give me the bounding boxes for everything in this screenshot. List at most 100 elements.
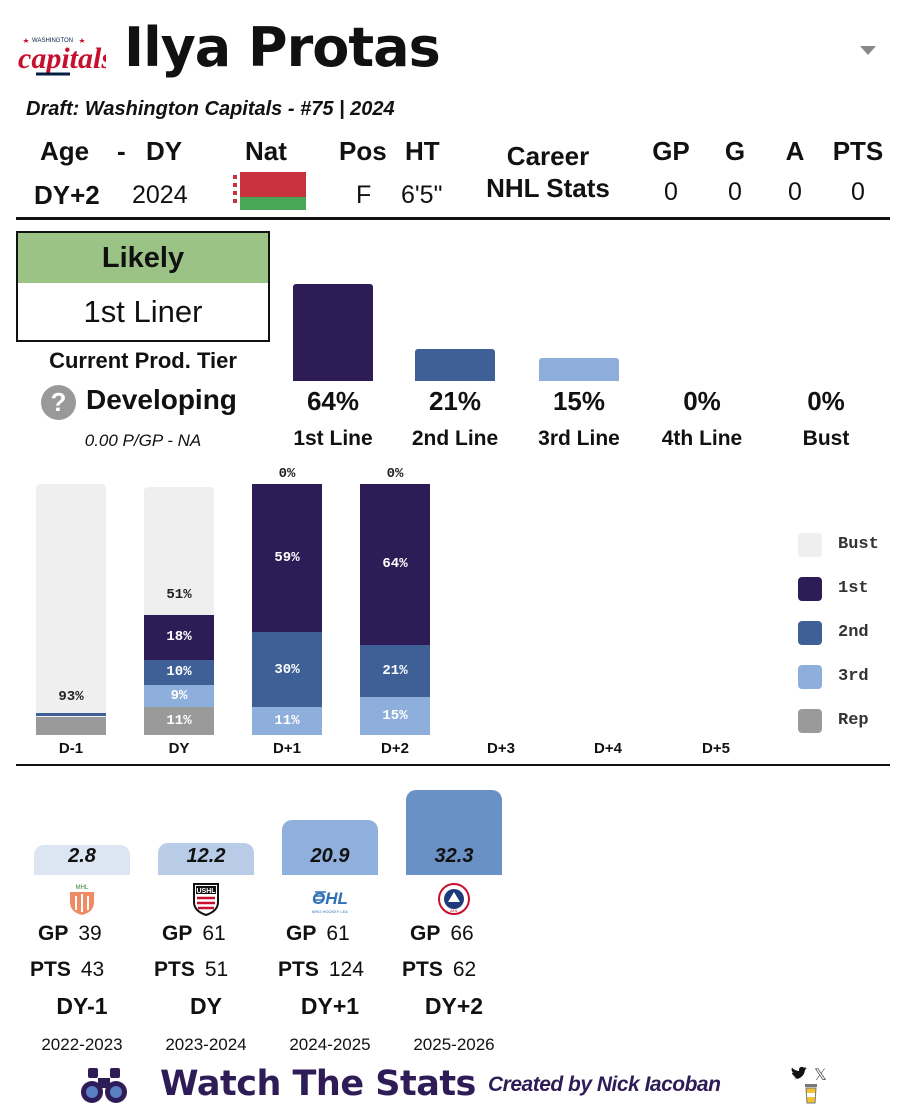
gp-key: GP bbox=[162, 922, 193, 945]
tier-pct-2: 21% bbox=[428, 386, 482, 416]
career-gp-value: 0 bbox=[664, 178, 678, 206]
current-tier-label: Current Prod. Tier bbox=[49, 348, 237, 373]
tier-bar-3 bbox=[539, 358, 619, 381]
tier-pct-4: 0% bbox=[683, 386, 721, 416]
career-a-value: 0 bbox=[788, 178, 802, 206]
coffee-icon[interactable] bbox=[804, 1084, 818, 1104]
twitter-icon[interactable] bbox=[790, 1066, 808, 1082]
stack-xlabel-d+3: D+3 bbox=[487, 740, 515, 757]
tier-pct-5: 0% bbox=[807, 386, 845, 416]
current-tier-value: Developing bbox=[86, 384, 237, 415]
pts-key: PTS bbox=[30, 958, 71, 981]
gp-value: 66 bbox=[450, 922, 474, 945]
dy-header: DY bbox=[146, 136, 183, 166]
season-gp-dy+2: GP 66 bbox=[410, 922, 510, 946]
stack-xlabel-dy: DY bbox=[168, 740, 190, 757]
legend-swatch-3rd bbox=[798, 665, 822, 689]
tier-bar-2 bbox=[415, 349, 495, 381]
production-value-dy-1: 2.8 bbox=[68, 845, 96, 867]
stack-xlabel-d-1: D-1 bbox=[58, 740, 84, 757]
question-icon[interactable]: ? bbox=[41, 385, 76, 420]
mhl-logo-icon: MHL bbox=[64, 882, 100, 916]
caret-down-icon[interactable] bbox=[860, 46, 876, 55]
stack-label-1st-d+2: 64% bbox=[382, 556, 408, 573]
season-pts-dy+1: PTS 124 bbox=[278, 958, 388, 982]
tier-label-5: Bust bbox=[802, 427, 850, 450]
season-pts-dy-1: PTS 43 bbox=[30, 958, 140, 982]
gp-key: GP bbox=[410, 922, 441, 945]
legend-swatch-bust bbox=[798, 533, 822, 557]
ppgp-value: 0.00 P/GP - NA bbox=[84, 431, 202, 450]
svg-text:WASHINGTON: WASHINGTON bbox=[32, 38, 73, 44]
season-gp-dy-1: GP 39 bbox=[38, 922, 138, 946]
stack-label-rep-dy: 11% bbox=[166, 713, 192, 730]
projected-outcome: 1st Liner bbox=[83, 294, 203, 329]
career-g-header: G bbox=[724, 136, 746, 166]
legend-label-3rd: 3rd bbox=[838, 667, 869, 686]
binoculars-icon bbox=[80, 1064, 128, 1106]
stack-xlabel-d+4: D+4 bbox=[594, 740, 622, 757]
ht-header: HT bbox=[405, 136, 440, 166]
pts-key: PTS bbox=[154, 958, 195, 981]
stack-marker-d-1 bbox=[36, 713, 106, 717]
stack-seg-1st-dy bbox=[144, 614, 214, 660]
x-icon[interactable]: 𝕏 bbox=[814, 1067, 827, 1084]
player-name: Ilya Protas bbox=[124, 16, 441, 79]
stack-seg-2nd-d+2 bbox=[360, 644, 430, 698]
legend-label-rep: Rep bbox=[838, 711, 869, 730]
ht-value: 6'5" bbox=[401, 181, 443, 209]
stack-label-1st-d+1: 59% bbox=[274, 550, 300, 567]
career-pts-header: PTS bbox=[832, 136, 884, 166]
career-pts-value: 0 bbox=[851, 178, 865, 206]
production-value-dy: 12.2 bbox=[186, 845, 226, 867]
tier-label-1: 1st Line bbox=[293, 427, 373, 450]
svg-text:MHL: MHL bbox=[76, 885, 89, 891]
draft-line: Draft: Washington Capitals - #75 | 2024 bbox=[26, 98, 395, 120]
season-pts-dy: PTS 51 bbox=[154, 958, 264, 982]
stack-seg-2nd-dy bbox=[144, 659, 214, 685]
svg-text:AHL: AHL bbox=[450, 908, 459, 913]
projection-box: Likely 1st Liner bbox=[16, 231, 270, 342]
pts-key: PTS bbox=[402, 958, 443, 981]
gp-value: 61 bbox=[326, 922, 350, 945]
season-label-dy: DY bbox=[190, 993, 222, 1019]
stack-label-bust-d-1: 93% bbox=[58, 689, 84, 706]
creator-credit: Created by Nick Iacoban bbox=[488, 1073, 721, 1096]
stack-label-bust-dy: 51% bbox=[166, 586, 192, 603]
team-logo: capitals WASHINGTON bbox=[14, 30, 113, 82]
production-bar-dy bbox=[158, 843, 254, 875]
production-value-dy+1: 20.9 bbox=[310, 845, 350, 867]
pts-value: 124 bbox=[328, 958, 364, 981]
dy-value: 2024 bbox=[132, 181, 188, 209]
age-value: DY+2 bbox=[34, 180, 100, 210]
svg-text:OHL: OHL bbox=[312, 889, 348, 908]
header-divider bbox=[16, 217, 890, 220]
legend-label-bust: Bust bbox=[838, 535, 879, 554]
legend-label-2nd: 2nd bbox=[838, 623, 869, 642]
pts-value: 62 bbox=[452, 958, 477, 981]
stack-seg-2nd-d+1 bbox=[252, 632, 322, 708]
pos-value: F bbox=[356, 181, 372, 209]
stack-seg-1st-d+2 bbox=[360, 484, 430, 645]
pts-key: PTS bbox=[278, 958, 319, 981]
season-years-dy+2: 2025-2026 bbox=[413, 1035, 495, 1054]
pos-header: Pos bbox=[339, 136, 387, 166]
age-header: Age bbox=[40, 136, 90, 166]
pts-value: 51 bbox=[204, 958, 229, 981]
season-years-dy-1: 2022-2023 bbox=[41, 1035, 123, 1054]
season-label-dy+1: DY+1 bbox=[300, 993, 360, 1019]
season-years-dy: 2023-2024 bbox=[165, 1035, 247, 1054]
belarus-flag-icon bbox=[230, 172, 306, 210]
legend-swatch-1st bbox=[798, 577, 822, 601]
career-a-header: A bbox=[785, 136, 805, 166]
stack-xlabel-d+5: D+5 bbox=[702, 740, 730, 757]
stack-label-bust-d+1: 0% bbox=[278, 466, 296, 482]
pts-value: 43 bbox=[80, 958, 105, 981]
stack-label-3rd-dy: 9% bbox=[170, 688, 188, 705]
legend-label-1st: 1st bbox=[838, 579, 869, 598]
svg-text:capitals: capitals bbox=[18, 42, 106, 75]
nat-header: Nat bbox=[245, 136, 287, 166]
stack-label-3rd-d+1: 11% bbox=[274, 713, 300, 730]
stack-xlabel-d+2: D+2 bbox=[381, 740, 409, 757]
tier-label-4: 4th Line bbox=[661, 427, 743, 450]
